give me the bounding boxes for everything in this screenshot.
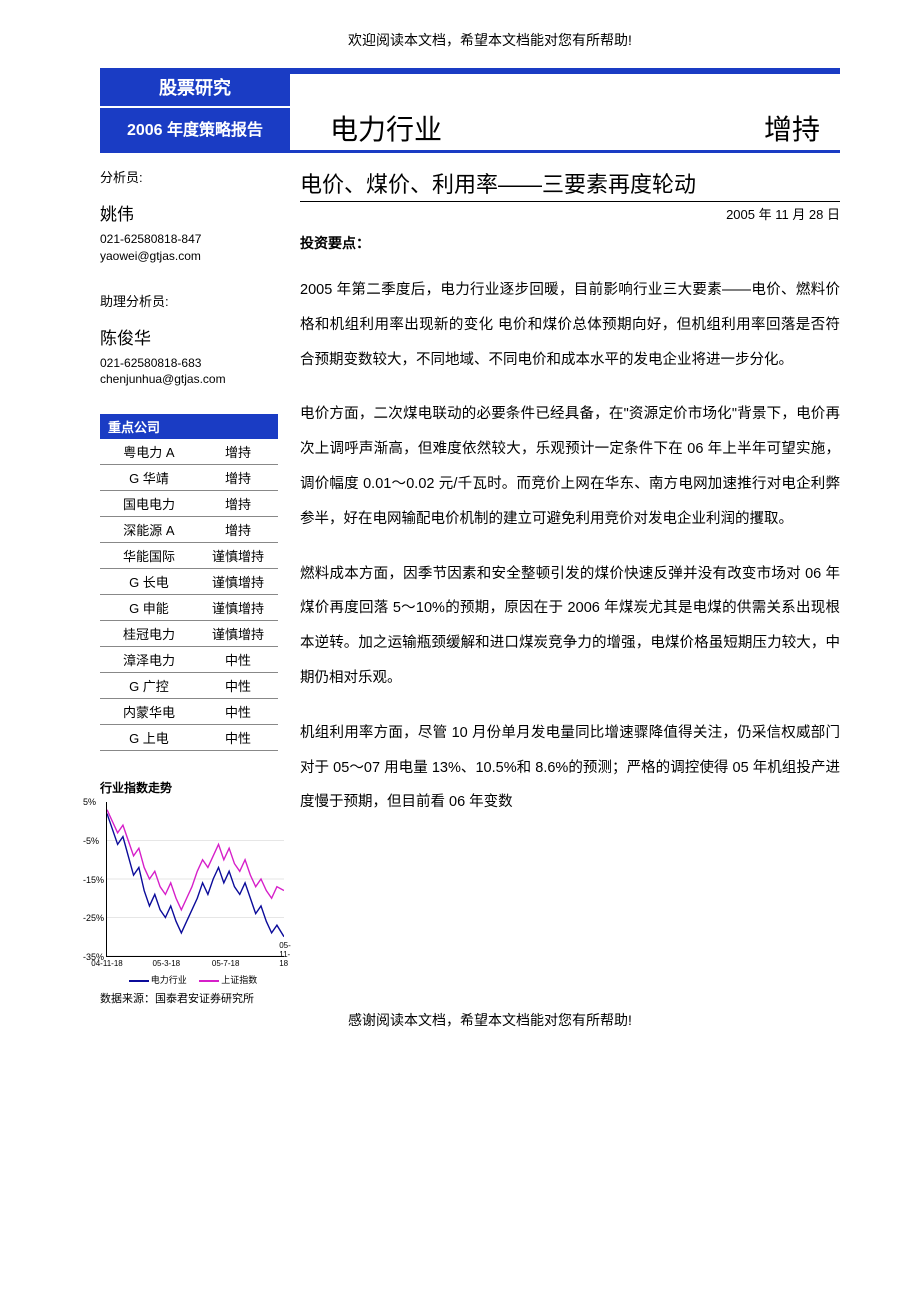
chart-ylabel: 5% <box>83 797 96 807</box>
table-row: 漳泽电力中性 <box>100 647 278 673</box>
overall-rating: 增持 <box>764 108 820 148</box>
header-row-2: 2006 年度策略报告 电力行业 增持 <box>100 108 840 153</box>
company-name: 漳泽电力 <box>100 647 198 673</box>
companies-header: 重点公司 <box>100 414 278 439</box>
company-name: 内蒙华电 <box>100 699 198 725</box>
report-type-box: 2006 年度策略报告 <box>100 108 290 153</box>
analyst-name-2: 陈俊华 <box>100 324 278 349</box>
company-rating: 谨慎增持 <box>198 569 278 595</box>
company-rating: 增持 <box>198 517 278 543</box>
table-row: 粤电力 A增持 <box>100 439 278 465</box>
legend-series-2: 上证指数 <box>221 975 257 985</box>
index-chart: 5%-5%-15%-25%-35%04-11-1805-3-1805-7-180… <box>106 802 284 957</box>
table-row: G 广控中性 <box>100 673 278 699</box>
company-name: G 上电 <box>100 725 198 751</box>
chart-source: 数据来源：国泰君安证券研究所 <box>100 990 278 1006</box>
company-rating: 中性 <box>198 699 278 725</box>
table-row: 桂冠电力谨慎增持 <box>100 621 278 647</box>
chart-ylabel: -5% <box>83 836 99 846</box>
chart-ylabel: -25% <box>83 913 104 923</box>
company-rating: 谨慎增持 <box>198 595 278 621</box>
industry-name: 电力行业 <box>330 108 442 148</box>
company-rating: 中性 <box>198 647 278 673</box>
company-name: G 华靖 <box>100 465 198 491</box>
article-title: 电价、煤价、利用率——三要素再度轮动 <box>300 167 840 199</box>
company-rating: 增持 <box>198 491 278 517</box>
top-note: 欢迎阅读本文档，希望本文档能对您有所帮助! <box>140 30 840 50</box>
chart-xlabel: 04-11-18 <box>91 959 122 968</box>
sidebar: 分析员: 姚伟 021-62580818-847 yaowei@gtjas.co… <box>100 167 290 1006</box>
table-row: G 上电中性 <box>100 725 278 751</box>
company-name: 粤电力 A <box>100 439 198 465</box>
category-box: 股票研究 <box>100 68 290 106</box>
table-row: 深能源 A增持 <box>100 517 278 543</box>
analyst-phone-2: 021-62580818-683 <box>100 355 278 372</box>
table-row: 国电电力增持 <box>100 491 278 517</box>
company-name: G 长电 <box>100 569 198 595</box>
paragraph-2: 电价方面，二次煤电联动的必要条件已经具备，在"资源定价市场化"背景下，电价再次上… <box>300 397 840 536</box>
table-row: G 长电谨慎增持 <box>100 569 278 595</box>
chart-ylabel: -15% <box>83 875 104 885</box>
company-name: 桂冠电力 <box>100 621 198 647</box>
company-name: 国电电力 <box>100 491 198 517</box>
article-date: 2005 年 11 月 28 日 <box>300 201 840 223</box>
paragraph-3: 燃料成本方面，因季节因素和安全整顿引发的煤价快速反弹并没有改变市场对 06 年煤… <box>300 557 840 696</box>
bottom-note: 感谢阅读本文档，希望本文档能对您有所帮助! <box>140 1010 840 1030</box>
table-row: 内蒙华电中性 <box>100 699 278 725</box>
company-name: G 申能 <box>100 595 198 621</box>
analyst-email-1: yaowei@gtjas.com <box>100 248 278 265</box>
company-rating: 增持 <box>198 439 278 465</box>
company-name: 华能国际 <box>100 543 198 569</box>
assistant-analyst-label: 助理分析员: <box>100 291 278 310</box>
paragraph-4: 机组利用率方面，尽管 10 月份单月发电量同比增速骤降值得关注，仍采信权威部门对… <box>300 716 840 820</box>
company-rating: 中性 <box>198 673 278 699</box>
table-row: 华能国际谨慎增持 <box>100 543 278 569</box>
company-name: G 广控 <box>100 673 198 699</box>
chart-xlabel: 05-11-18 <box>279 941 291 968</box>
paragraph-1: 2005 年第二季度后，电力行业逐步回暖，目前影响行业三大要素——电价、燃料价格… <box>300 273 840 377</box>
company-rating: 增持 <box>198 465 278 491</box>
analyst-label: 分析员: <box>100 167 278 186</box>
companies-table: 粤电力 A增持G 华靖增持国电电力增持深能源 A增持华能国际谨慎增持G 长电谨慎… <box>100 439 278 751</box>
company-rating: 谨慎增持 <box>198 621 278 647</box>
table-row: G 华靖增持 <box>100 465 278 491</box>
table-row: G 申能谨慎增持 <box>100 595 278 621</box>
header-row-1: 股票研究 <box>100 68 840 106</box>
company-name: 深能源 A <box>100 517 198 543</box>
chart-xlabel: 05-3-18 <box>153 959 181 968</box>
section-head: 投资要点： <box>300 233 840 253</box>
analyst-name-1: 姚伟 <box>100 200 278 225</box>
chart-legend: 电力行业 上证指数 <box>106 973 278 986</box>
company-rating: 中性 <box>198 725 278 751</box>
chart-xlabel: 05-7-18 <box>212 959 240 968</box>
company-rating: 谨慎增持 <box>198 543 278 569</box>
content: 电价、煤价、利用率——三要素再度轮动 2005 年 11 月 28 日 投资要点… <box>290 167 840 1006</box>
legend-series-1: 电力行业 <box>151 975 187 985</box>
chart-title: 行业指数走势 <box>100 779 278 796</box>
analyst-phone-1: 021-62580818-847 <box>100 231 278 248</box>
analyst-email-2: chenjunhua@gtjas.com <box>100 371 278 388</box>
